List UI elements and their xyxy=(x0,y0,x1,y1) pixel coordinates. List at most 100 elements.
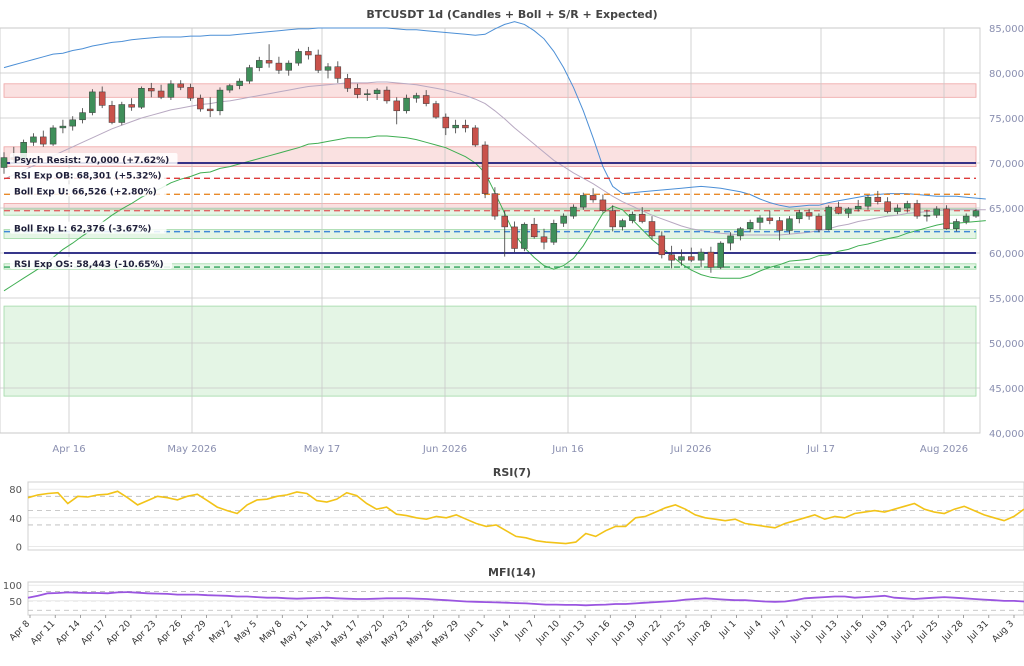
annotation-label: RSI Exp OS: 58,443 (-10.65%) xyxy=(14,260,164,270)
rsi-grid xyxy=(28,488,1024,547)
candle-body xyxy=(305,51,312,56)
candle-body xyxy=(275,62,283,71)
candle-body xyxy=(187,87,194,99)
price-y-tick-label: 40,000 xyxy=(989,429,1024,440)
candle-body xyxy=(197,97,204,110)
candle-body xyxy=(236,80,243,86)
mfi-grid xyxy=(28,584,1024,611)
candle-body xyxy=(943,208,950,229)
candle-body xyxy=(167,83,175,98)
rsi-y-ticks: 80 40 0 xyxy=(9,485,22,553)
price-y-tick-label: 70,000 xyxy=(989,159,1024,170)
price-y-tick-label: 55,000 xyxy=(989,294,1024,305)
price-panel: 85,000 80,000 75,000 70,000 65,000 60,000 55,0… xyxy=(0,8,1024,455)
support-zone-4 xyxy=(3,229,977,240)
price-y-tick-label: 80,000 xyxy=(989,69,1024,80)
candle-body xyxy=(403,97,410,112)
candle-body xyxy=(462,124,469,129)
candle-body xyxy=(884,201,891,212)
candle-body xyxy=(796,212,803,220)
price-y-tick-label: 65,000 xyxy=(989,204,1024,215)
rsi-line xyxy=(27,490,1024,545)
chart-title: BTCUSDT 1d (Candles + Boll + S/R + Expec… xyxy=(366,8,657,21)
candle-body xyxy=(354,88,361,95)
candle-body xyxy=(580,195,587,208)
candle-body xyxy=(79,112,86,121)
candle-body xyxy=(933,208,940,216)
candle-body xyxy=(845,208,852,214)
price-y-tick-label: 60,000 xyxy=(989,249,1024,260)
annotation-box xyxy=(10,153,178,165)
candle-body xyxy=(59,125,67,129)
candle-body xyxy=(972,210,980,217)
candle-body xyxy=(324,66,332,71)
candle-body xyxy=(432,103,440,118)
candle-body xyxy=(491,193,499,217)
candle-body xyxy=(393,100,400,112)
candle-body xyxy=(148,88,155,92)
mfi-series-line xyxy=(27,591,1024,607)
bollinger-upper-line xyxy=(3,21,986,208)
line-annotations: RSI Exp OB: 68,301 (+5.32%) Psych Resist:… xyxy=(10,153,178,270)
resistance-zone-0 xyxy=(3,83,977,98)
price-x-tick-label: Jul 2026 xyxy=(670,444,712,455)
candles xyxy=(0,44,980,273)
candle-body xyxy=(688,256,695,261)
candle-body xyxy=(776,220,783,231)
candle-body xyxy=(521,223,528,249)
candle-body xyxy=(658,235,666,256)
price-y-tick-label: 75,000 xyxy=(989,114,1024,125)
candle-body xyxy=(570,206,577,217)
candle-body xyxy=(727,235,734,244)
candle-body xyxy=(108,105,116,123)
rsi-series-line xyxy=(27,490,1024,545)
price-y-tick-label: 85,000 xyxy=(989,24,1024,35)
annotation-box xyxy=(10,221,167,234)
candle-body xyxy=(30,136,37,143)
candle-body xyxy=(206,108,214,112)
candle-body xyxy=(697,251,705,261)
candle-body xyxy=(69,119,76,127)
candle-body xyxy=(216,89,224,112)
candle-body xyxy=(746,222,754,229)
annotation-label: RSI Exp OB: 68,301 (+5.32%) xyxy=(14,171,162,181)
candle-body xyxy=(678,256,685,261)
candle-body xyxy=(138,88,145,108)
candle-body xyxy=(913,203,921,217)
price-x-tick-label: Jun 2026 xyxy=(422,444,467,455)
candle-body xyxy=(413,95,420,99)
candle-body xyxy=(904,203,911,209)
candle-body xyxy=(560,215,567,224)
candle-body xyxy=(962,215,970,222)
candle-body xyxy=(894,207,901,212)
candle-body xyxy=(589,195,597,201)
candle-body xyxy=(756,217,764,223)
candle-body xyxy=(118,104,126,123)
price-x-tick-label: Jul 17 xyxy=(806,444,835,455)
annotation-box xyxy=(10,184,167,197)
rsi-y-tick-label: 80 xyxy=(9,485,22,496)
mfi-title: MFI(14) xyxy=(488,566,536,579)
candle-body xyxy=(815,215,823,230)
price-y-ticks: 85,000 80,000 75,000 70,000 65,000 60,000 55,0… xyxy=(989,24,1024,440)
candle-body xyxy=(874,196,882,202)
price-grid xyxy=(0,27,980,434)
mfi-y-tick-label: 100 xyxy=(3,581,22,592)
price-y-tick-label: 50,000 xyxy=(989,339,1024,350)
candle-body xyxy=(737,228,744,237)
candle-body xyxy=(854,205,862,210)
candle-body xyxy=(49,127,57,145)
rsi-title: RSI(7) xyxy=(493,466,531,479)
candle-body xyxy=(923,214,931,217)
candle-body xyxy=(953,221,960,229)
candle-body xyxy=(472,127,479,146)
annotation-label: Psych Resist: 70,000 (+7.62%) xyxy=(14,156,169,166)
candle-body xyxy=(766,217,774,221)
price-x-tick-label: May 17 xyxy=(304,444,341,455)
candle-body xyxy=(629,214,636,221)
candle-body xyxy=(530,223,538,238)
candle-body xyxy=(89,91,96,113)
